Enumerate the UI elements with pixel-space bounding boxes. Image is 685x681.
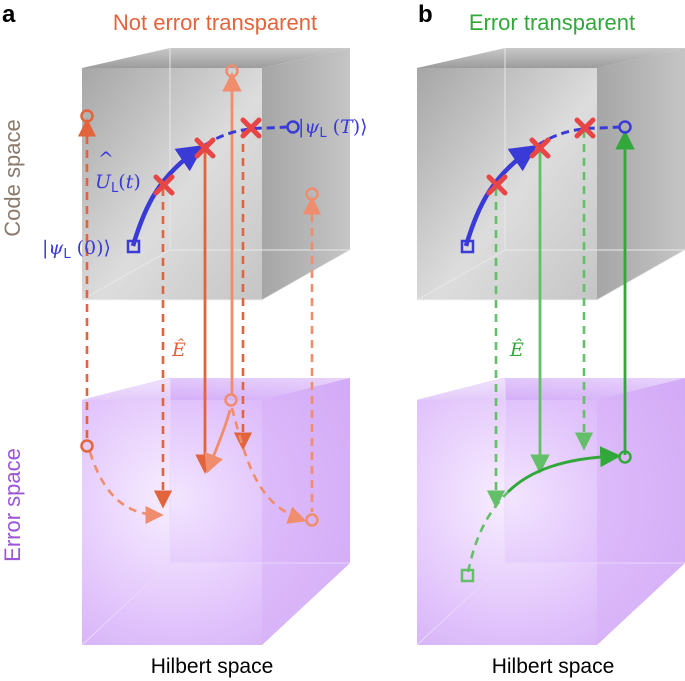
panel-b-label: b	[418, 1, 433, 28]
error-paths-a	[77, 118, 322, 525]
error-state-circle	[305, 513, 319, 527]
solid-paths-b	[506, 130, 635, 494]
error-space-cube-a	[81, 377, 350, 646]
code-space-label: Code space	[0, 119, 25, 236]
error-state-circle	[305, 187, 319, 201]
error-state-circle	[224, 393, 238, 407]
panel-a: a Not error transparent	[2, 1, 368, 678]
svg-text:^: ^	[98, 148, 114, 170]
error-state-circle	[225, 64, 239, 78]
panel-b-title: Error transparent	[469, 10, 635, 35]
code-space-cube-b	[416, 48, 685, 301]
solid-error-paths-a	[195, 72, 242, 474]
psi-T-label: |ψL (T)⟩	[298, 116, 368, 141]
error-state-circle	[80, 109, 94, 123]
panel-b-footer: Hilbert space	[492, 655, 615, 678]
panel-a-footer: Hilbert space	[151, 655, 274, 678]
end-circle-icon	[618, 120, 632, 134]
panel-b: b Error transparent	[416, 1, 685, 678]
error-start-square-icon	[460, 568, 475, 583]
panel-a-label: a	[2, 1, 16, 28]
E-hat-label-b: Ê	[509, 338, 524, 361]
svg-text:UL(t): UL(t)	[95, 171, 141, 196]
psi-0-label: |ψL (0)⟩	[42, 237, 111, 262]
start-square-icon	[126, 239, 141, 254]
U-L-label: ^ UL(t)	[95, 148, 141, 196]
error-state-circle	[80, 439, 94, 453]
end-circle-icon	[286, 120, 300, 134]
error-end-circle-icon	[618, 450, 632, 464]
E-hat-label-a: Ê	[171, 338, 186, 361]
error-space-cube-b	[416, 377, 685, 646]
start-square-icon	[460, 239, 475, 254]
error-paths-b	[466, 130, 594, 573]
panel-a-title: Not error transparent	[113, 10, 317, 35]
error-space-label: Error space	[0, 448, 25, 562]
